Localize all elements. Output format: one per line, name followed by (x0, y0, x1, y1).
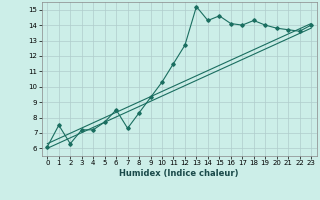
X-axis label: Humidex (Indice chaleur): Humidex (Indice chaleur) (119, 169, 239, 178)
